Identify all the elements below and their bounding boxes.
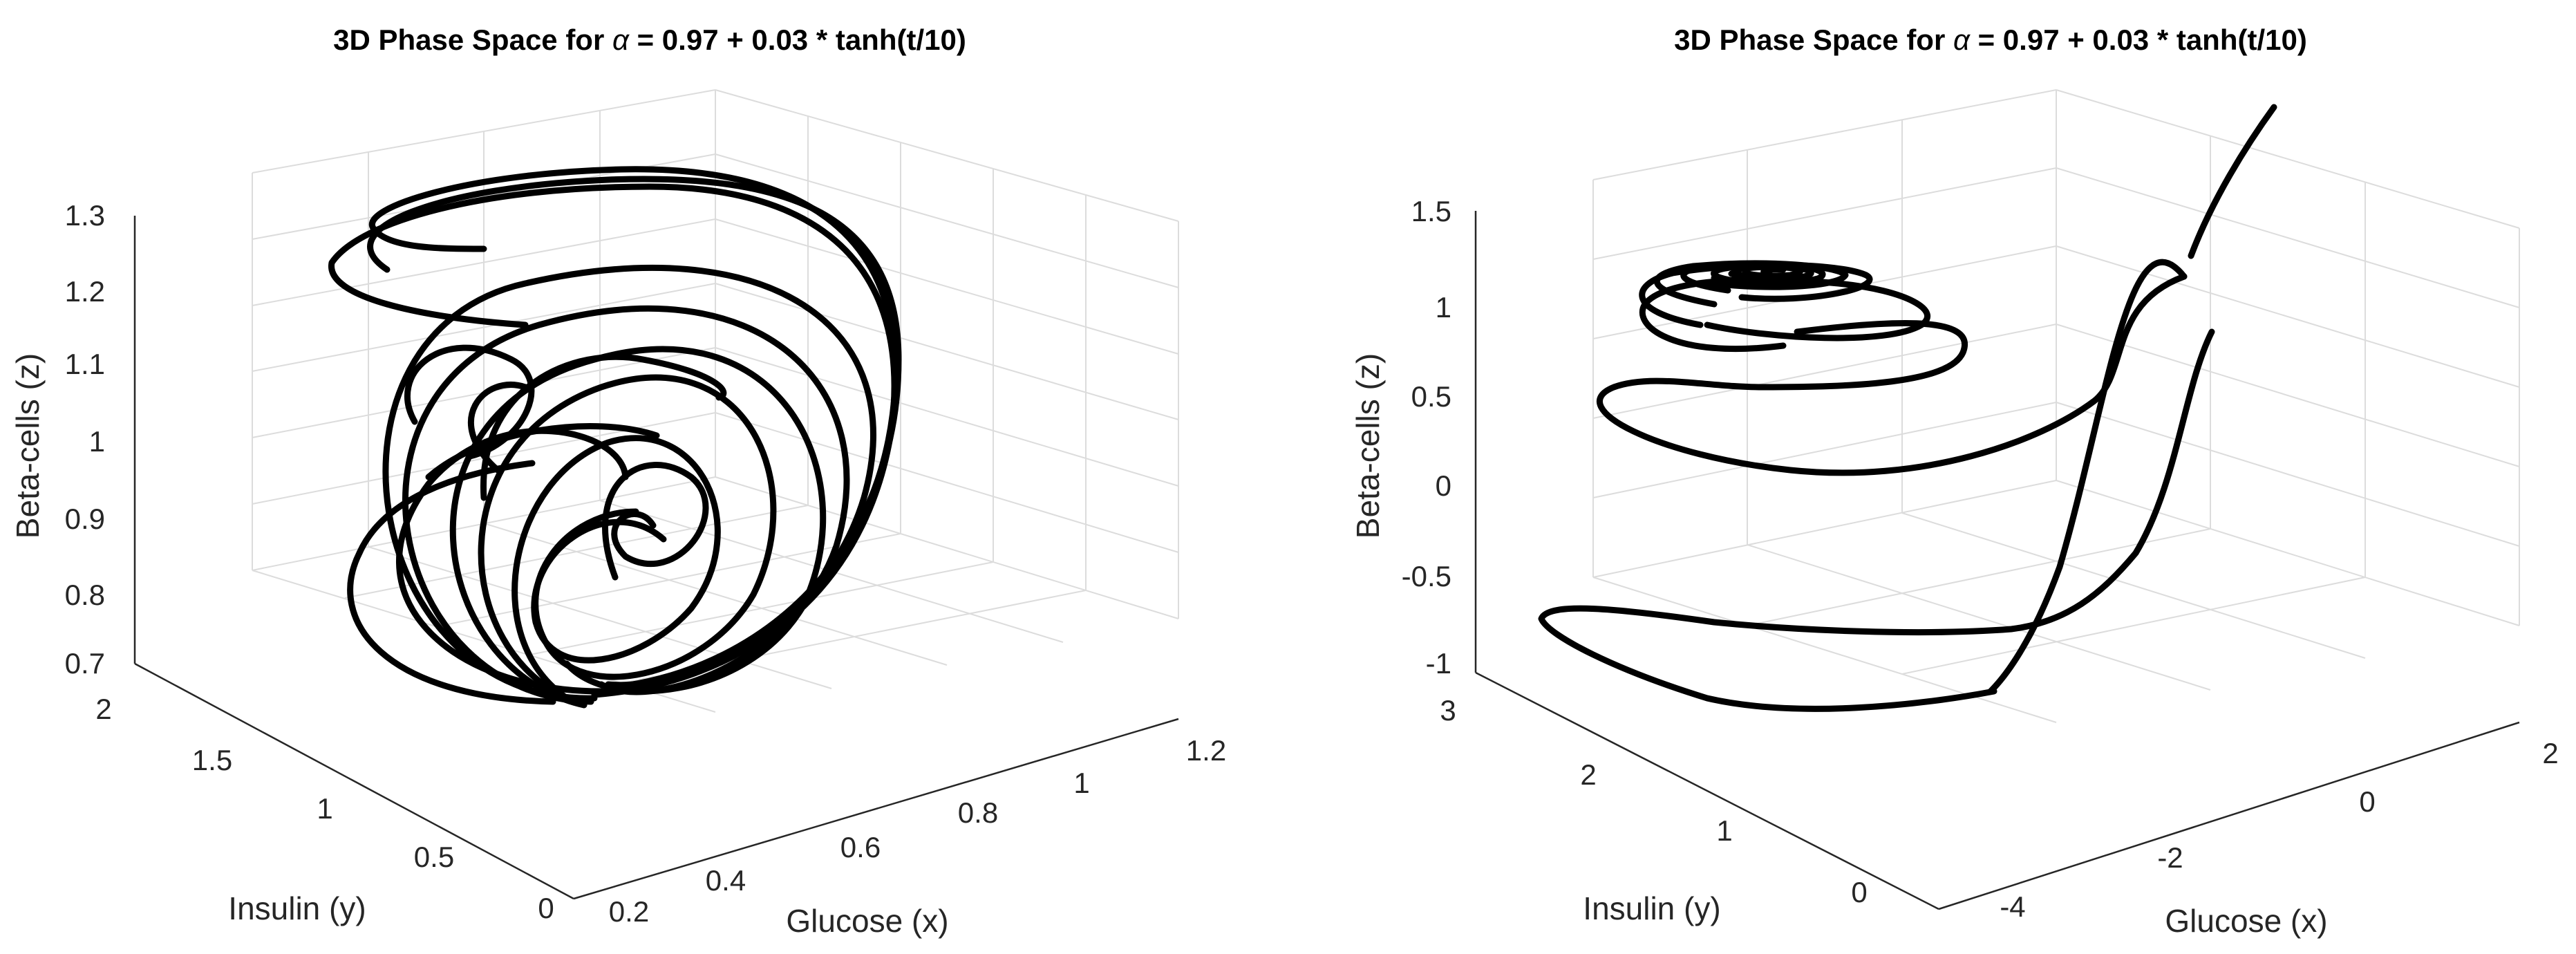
z-tick-label: 0 xyxy=(1436,469,1451,502)
z-tick-label: 1.1 xyxy=(65,348,105,380)
y-tick-label: 0 xyxy=(1851,876,1867,908)
x-tick-label: 1 xyxy=(1073,767,1089,799)
y-tick-label: 1 xyxy=(1716,814,1732,847)
x-tick-label: 0.2 xyxy=(609,895,649,928)
plot-left-x-ticks: 0.2 0.4 0.6 0.8 1 1.2 xyxy=(609,734,1226,928)
y-axis-label: Insulin (y) xyxy=(1583,890,1720,926)
y-tick-label: 3 xyxy=(1440,694,1456,727)
chart-title: 3D Phase Space for α = 0.97 + 0.03 * tan… xyxy=(333,24,966,56)
y-tick-label: 2 xyxy=(1580,758,1596,791)
plot-right-y-ticks: 3 2 1 0 xyxy=(1440,694,1867,908)
z-tick-label: 1.3 xyxy=(65,199,105,232)
plot-left-trajectory xyxy=(328,166,902,709)
plot-right-grid xyxy=(1592,89,2520,723)
x-tick-label: -2 xyxy=(2157,841,2183,874)
z-tick-label: 1.2 xyxy=(65,275,105,308)
x-tick-label: 1.2 xyxy=(1186,734,1226,767)
chart-title: 3D Phase Space for α = 0.97 + 0.03 * tan… xyxy=(1674,24,2307,56)
z-tick-label: 1 xyxy=(89,425,105,458)
z-axis-label: Beta-cells (z) xyxy=(1350,353,1386,539)
plot-right-x-axis xyxy=(1938,721,2520,910)
x-axis-label: Glucose (x) xyxy=(2165,903,2327,939)
z-tick-label: -1 xyxy=(1426,647,1451,680)
y-tick-label: 1 xyxy=(317,792,332,825)
x-tick-label: 2 xyxy=(2542,737,2558,769)
y-tick-label: 1.5 xyxy=(192,744,232,776)
plot-left-z-ticks: 0.7 0.8 0.9 1 1.1 1.2 1.3 xyxy=(65,199,105,680)
x-tick-label: 0.8 xyxy=(958,796,998,829)
x-tick-label: 0.6 xyxy=(840,831,881,863)
plot-right-axes xyxy=(1474,211,2520,910)
plot-left-x-axis xyxy=(573,718,1179,900)
x-tick-label: 0.4 xyxy=(706,864,746,897)
y-tick-label: 2 xyxy=(95,693,111,725)
plot-right-z-ticks: -1 -0.5 0 0.5 1 1.5 xyxy=(1402,195,1451,680)
z-axis-label: Beta-cells (z) xyxy=(10,353,46,539)
z-tick-label: -0.5 xyxy=(1402,560,1451,592)
z-tick-label: 0.5 xyxy=(1411,380,1451,413)
z-tick-label: 1.5 xyxy=(1411,195,1451,227)
y-axis-label: Insulin (y) xyxy=(228,890,366,926)
plot-right-y-axis xyxy=(1475,671,1939,910)
plot-right-trajectory xyxy=(1538,104,2277,712)
z-tick-label: 1 xyxy=(1436,291,1451,324)
plot-left-axes xyxy=(133,216,1179,900)
y-tick-label: 0.5 xyxy=(414,841,454,873)
plot-right-x-ticks: -4 -2 0 2 xyxy=(2000,737,2558,923)
plot-right: -1 -0.5 0 0.5 1 1.5 3 2 1 0 -4 -2 0 2 Be… xyxy=(1350,24,2559,939)
x-tick-label: 0 xyxy=(2359,785,2375,818)
x-axis-label: Glucose (x) xyxy=(786,903,948,939)
plot-left-y-ticks: 2 1.5 1 0.5 0 xyxy=(95,693,554,924)
plot-left-y-axis xyxy=(134,662,574,900)
plot-left: 0.7 0.8 0.9 1 1.1 1.2 1.3 2 1.5 1 0.5 0 … xyxy=(10,24,1226,939)
y-tick-label: 0 xyxy=(538,892,554,924)
z-tick-label: 0.9 xyxy=(65,503,105,535)
z-tick-label: 0.7 xyxy=(65,647,105,680)
x-tick-label: -4 xyxy=(2000,890,2025,923)
z-tick-label: 0.8 xyxy=(65,579,105,611)
